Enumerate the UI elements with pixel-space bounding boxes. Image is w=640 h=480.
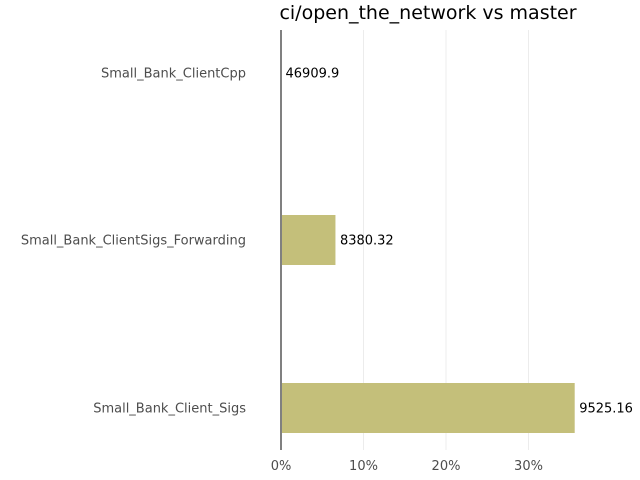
x-tick-label: 10%	[349, 459, 378, 474]
x-tick-label: 20%	[432, 459, 461, 474]
bar-small-bank-client-sigs	[281, 383, 575, 433]
category-label: Small_Bank_ClientCpp	[101, 67, 246, 82]
category-label: Small_Bank_ClientSigs_Forwarding	[21, 234, 246, 249]
x-tick-label: 30%	[514, 459, 543, 474]
chart-title: ci/open_the_network vs master	[279, 2, 576, 24]
labels: 0% 10% 20% 30% Small_Bank_ClientCpp 46909.9 Sm…	[21, 67, 633, 475]
category-label: Small_Bank_Client_Sigs	[93, 402, 246, 417]
data-label: 46909.9	[286, 67, 340, 82]
gridlines	[363, 30, 529, 450]
bar-small-bank-clientsigs-forwarding	[281, 215, 336, 265]
bars	[281, 215, 575, 433]
data-label: 8380.32	[340, 234, 394, 249]
data-label: 9525.16	[579, 402, 633, 417]
x-tick-label: 0%	[271, 459, 292, 474]
